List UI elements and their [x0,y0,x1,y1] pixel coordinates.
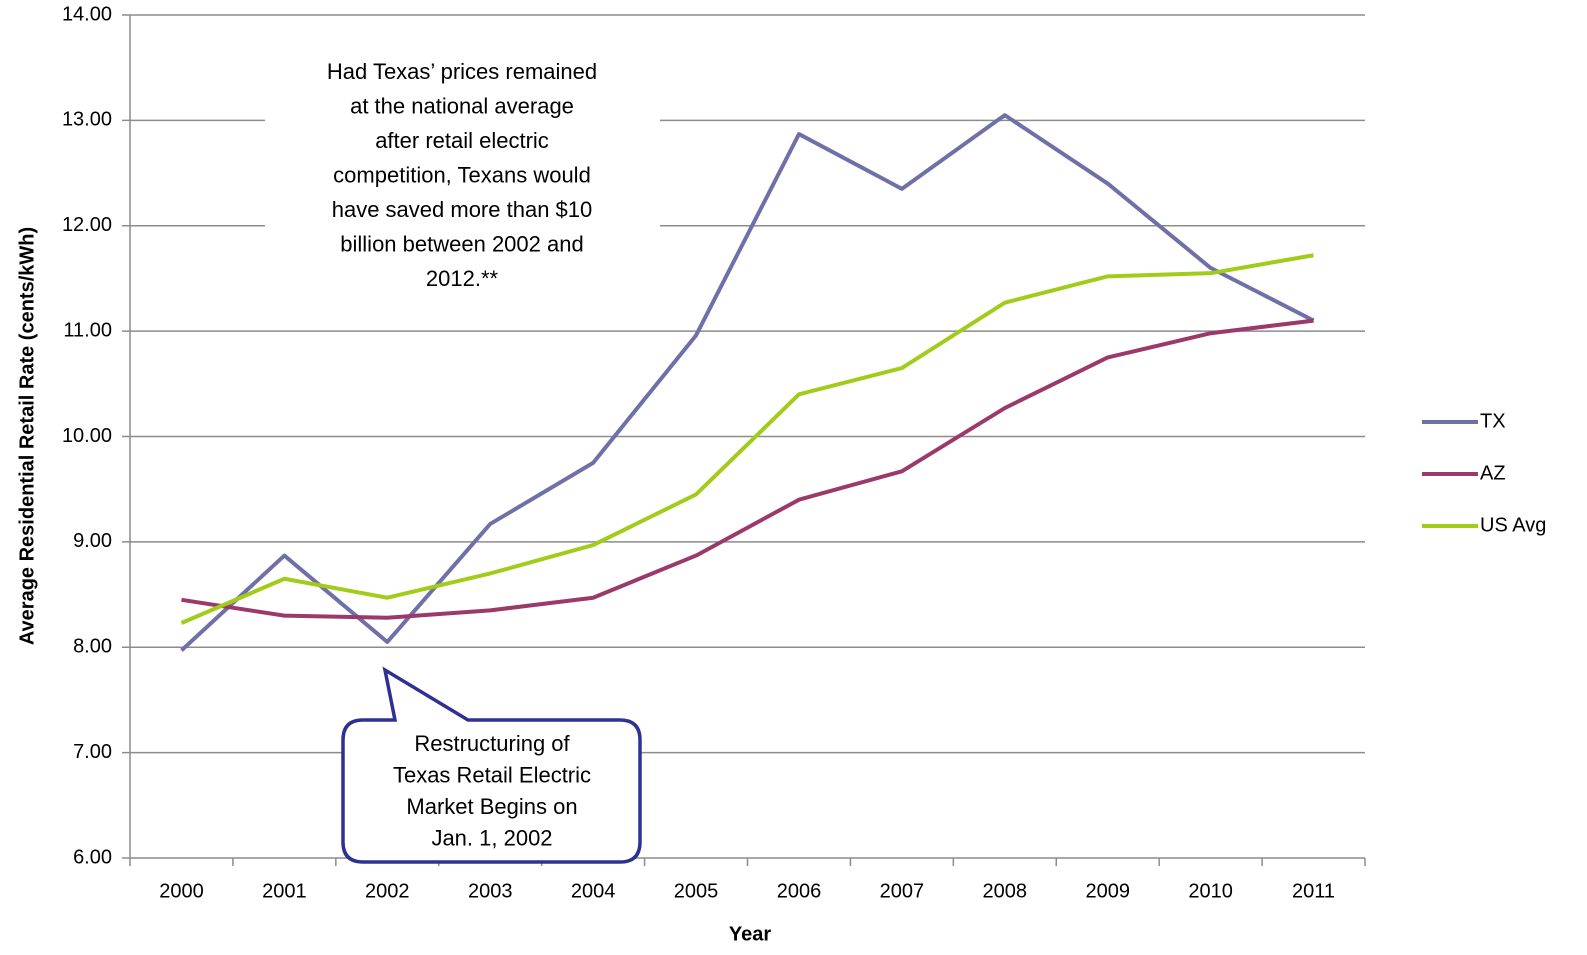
series-line [180,113,1315,652]
x-tick-label: 2005 [674,880,719,902]
annotation-text: Had Texas’ prices remained [327,59,597,84]
y-tick-label: 14.00 [62,3,112,25]
y-tick-label: 12.00 [62,214,112,236]
annotation-text: Jan. 1, 2002 [431,825,552,850]
annotation-text: Market Begins on [406,794,577,819]
annotation-text: at the national average [350,93,574,118]
y-tick-label: 8.00 [73,636,112,658]
annotation-text: 2012.** [426,266,499,291]
x-tick-label: 2009 [1085,880,1130,902]
legend-label: US Avg [1480,514,1546,536]
annotation-text: have saved more than $10 [332,197,593,222]
x-axis-label: Year [729,923,771,945]
annotation-text: Texas Retail Electric [393,762,591,787]
annotation-box [265,52,660,304]
callout-box [341,666,642,864]
y-tick-label: 9.00 [73,530,112,552]
series-line [180,253,1314,625]
legend-label: TX [1480,410,1506,432]
y-tick-label: 6.00 [73,846,112,868]
series-line [181,318,1314,620]
y-axis-label: Average Residential Retail Rate (cents/k… [16,227,38,645]
x-tick-label: 2001 [262,880,307,902]
y-tick-label: 10.00 [62,425,112,447]
annotation-text: billion between 2002 and [340,231,583,256]
x-tick-label: 2002 [365,880,410,902]
x-tick-label: 2008 [983,880,1028,902]
annotation-text: Restructuring of [414,731,570,756]
x-tick-label: 2004 [571,880,616,902]
y-tick-label: 11.00 [63,319,112,341]
annotation-text: competition, Texans would [333,162,591,187]
x-tick-label: 2010 [1188,880,1233,902]
lines [180,113,1315,652]
legend-label: AZ [1480,462,1506,484]
x-tick-label: 2003 [468,880,513,902]
x-tick-label: 2000 [159,880,204,902]
x-tick-label: 2011 [1292,880,1335,902]
y-tick-label: 7.00 [73,741,112,763]
y-tick-label: 13.00 [62,109,112,131]
x-tick-label: 2006 [777,880,822,902]
x-tick-label: 2007 [880,880,925,902]
annotation-text: after retail electric [375,128,549,153]
